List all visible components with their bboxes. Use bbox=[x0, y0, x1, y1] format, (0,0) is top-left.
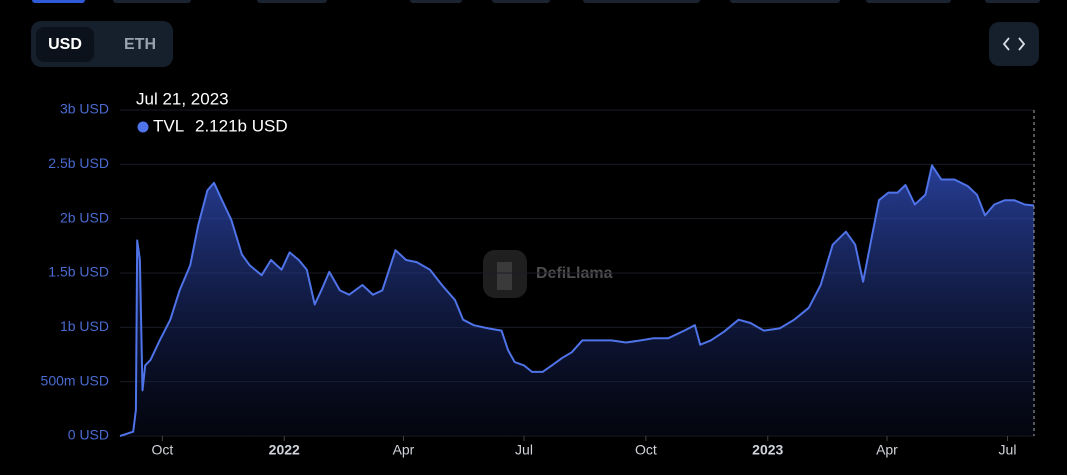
y-tick-label: 2.5b USD bbox=[48, 155, 109, 171]
embed-button[interactable] bbox=[989, 22, 1039, 66]
x-tick-label: Jul bbox=[515, 442, 533, 458]
toggle-option[interactable]: ETH bbox=[124, 36, 156, 53]
x-tick-label: Oct bbox=[635, 442, 657, 458]
watermark-logo-mark bbox=[497, 262, 512, 290]
y-tick-label: 0 USD bbox=[68, 427, 109, 443]
tab[interactable] bbox=[492, 0, 550, 3]
tab[interactable] bbox=[32, 0, 85, 3]
x-tick-label: Apr bbox=[876, 442, 898, 458]
watermark-text: DefiLlama bbox=[536, 265, 613, 282]
x-tick-label: 2023 bbox=[752, 442, 783, 458]
x-tick-label: Jul bbox=[999, 442, 1017, 458]
tab-strip bbox=[32, 0, 1040, 3]
tab[interactable] bbox=[866, 0, 951, 3]
embed-icon bbox=[1002, 37, 1026, 51]
toggle-option[interactable]: USD bbox=[48, 36, 82, 53]
tab[interactable] bbox=[410, 0, 462, 3]
x-tick-label: 2022 bbox=[269, 442, 300, 458]
watermark: DefiLlama bbox=[483, 250, 613, 298]
plot-area: 0 USD 500m USD 1b USD 1.5b USD 2b USD 2.5b US… bbox=[41, 101, 1035, 458]
legend-marker bbox=[137, 121, 149, 133]
x-tick-label: Oct bbox=[151, 442, 173, 458]
toggle-selected[interactable] bbox=[36, 27, 94, 62]
tooltip-date: Jul 21, 2023 bbox=[136, 89, 229, 108]
tab[interactable] bbox=[113, 0, 191, 3]
legend-label: TVL bbox=[153, 116, 184, 135]
x-tick-label: Apr bbox=[393, 442, 415, 458]
tab[interactable] bbox=[257, 0, 327, 3]
tab[interactable] bbox=[985, 0, 1040, 3]
tooltip-value: 2.121b USD bbox=[195, 116, 288, 135]
area-line bbox=[119, 164, 1035, 437]
y-tick-label: 1.5b USD bbox=[48, 264, 109, 280]
y-tick-label: 3b USD bbox=[60, 101, 109, 117]
tab[interactable] bbox=[583, 0, 700, 3]
tab[interactable] bbox=[730, 0, 840, 3]
area-fill bbox=[120, 165, 1034, 436]
y-tick-label: 2b USD bbox=[60, 209, 109, 225]
y-tick-label: 1b USD bbox=[60, 318, 109, 334]
y-tick-label: 500m USD bbox=[41, 372, 109, 388]
